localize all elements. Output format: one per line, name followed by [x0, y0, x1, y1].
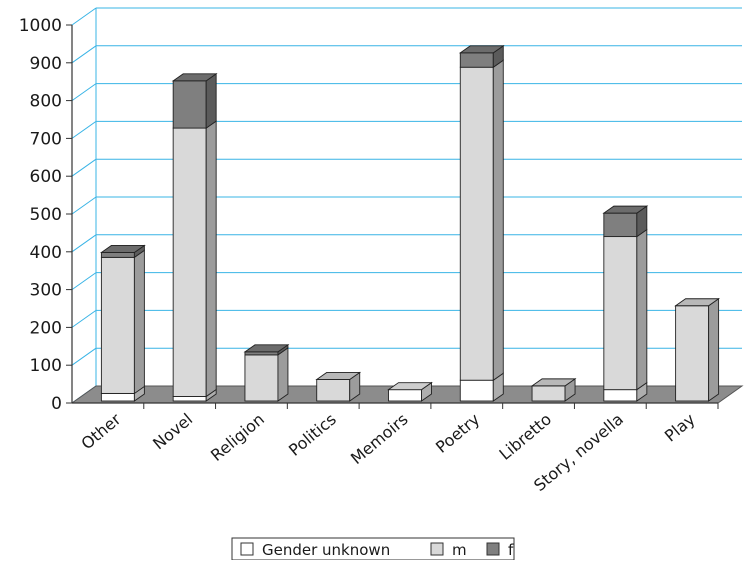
gridline-side: [71, 309, 97, 328]
bar-segment: [100, 249, 145, 395]
bar-front: [603, 389, 638, 402]
bar-front: [100, 251, 135, 258]
legend-swatch: [486, 542, 500, 556]
y-tick-label: 1000: [19, 16, 62, 36]
bar-segment: [244, 347, 289, 402]
bar-front: [172, 396, 207, 402]
bar-top: [315, 372, 362, 380]
bar-front: [100, 256, 135, 394]
x-tick-label: Poetry: [432, 410, 483, 457]
bar-top: [99, 244, 146, 253]
bar-top: [674, 298, 721, 307]
gridline-side: [71, 120, 97, 139]
bar-segment: [459, 59, 504, 382]
y-tick-label: 600: [30, 167, 62, 187]
gridline-side: [71, 83, 97, 102]
y-tick-label: 500: [30, 205, 62, 225]
x-tick-label: Libretto: [495, 410, 555, 464]
bar-segment: [99, 244, 146, 259]
bar-top: [243, 344, 290, 353]
legend-label: f: [508, 541, 514, 559]
bar-side: [205, 120, 217, 398]
bars: [99, 44, 721, 402]
legend-item: f: [486, 541, 514, 559]
bar-front: [244, 351, 279, 356]
bar-segment: [458, 44, 505, 69]
legend: Gender unknown m f: [231, 537, 515, 561]
legend-item: Gender unknown: [240, 541, 390, 559]
bar-side: [277, 347, 289, 402]
bar-top: [171, 73, 218, 82]
bar-front: [316, 379, 351, 402]
y-tick-label: 300: [30, 281, 62, 301]
x-tick-label: Play: [661, 410, 699, 446]
gridline-side: [71, 234, 97, 253]
y-tick-label: 800: [30, 92, 62, 112]
bar-segment: [602, 205, 649, 238]
bar-top: [458, 45, 505, 54]
bar-front: [100, 392, 135, 402]
bar-top: [602, 205, 649, 214]
y-tick-label: 900: [30, 54, 62, 74]
bar-side: [133, 249, 145, 395]
bar-segment: [172, 120, 217, 398]
x-tick-label: Other: [77, 409, 124, 453]
bar-top: [530, 378, 577, 387]
y-tick-label: 400: [30, 243, 62, 263]
gridline-side: [71, 196, 97, 215]
gridline-side: [71, 347, 97, 366]
y-tick-label: 0: [51, 394, 62, 414]
bar-front: [459, 379, 494, 402]
x-tick-label: Religion: [207, 410, 268, 465]
bar-segment: [171, 72, 218, 129]
x-tick-label: Novel: [149, 410, 196, 454]
bar-segment: [530, 378, 577, 402]
legend-swatch: [430, 542, 444, 556]
bar-front: [459, 52, 494, 68]
gridline-side: [71, 7, 97, 26]
bar-side: [492, 59, 504, 382]
legend-label: m: [452, 541, 467, 559]
bar-segment: [603, 228, 648, 391]
bar-front: [244, 354, 279, 402]
y-tick-label: 700: [30, 129, 62, 149]
gridline-side: [71, 45, 97, 64]
bar-front: [531, 385, 566, 402]
bar-front: [675, 305, 710, 402]
bar-top: [387, 382, 433, 391]
legend-item: m: [430, 541, 467, 559]
x-tick-label: Politics: [285, 410, 340, 460]
bar-front: [172, 80, 207, 129]
y-tick-label: 100: [30, 356, 62, 376]
y-tick-label: 200: [30, 318, 62, 338]
x-tick-label: Memoirs: [347, 410, 412, 469]
legend-label: Gender unknown: [262, 541, 390, 559]
bar-side: [205, 72, 217, 129]
bar-front: [388, 389, 422, 402]
bar-front: [172, 127, 207, 397]
bar-segment: [315, 371, 362, 402]
legend-swatch: [240, 542, 254, 556]
bar-side: [708, 297, 720, 402]
bar-segment: [387, 381, 433, 402]
bar-front: [603, 236, 638, 391]
bar-segment: [674, 297, 721, 402]
bar-segment: [243, 343, 290, 356]
bar-front: [459, 66, 494, 381]
gridline-side: [71, 272, 97, 291]
bar-side: [636, 228, 648, 391]
gridline-side: [71, 158, 97, 177]
bar-front: [603, 212, 638, 238]
